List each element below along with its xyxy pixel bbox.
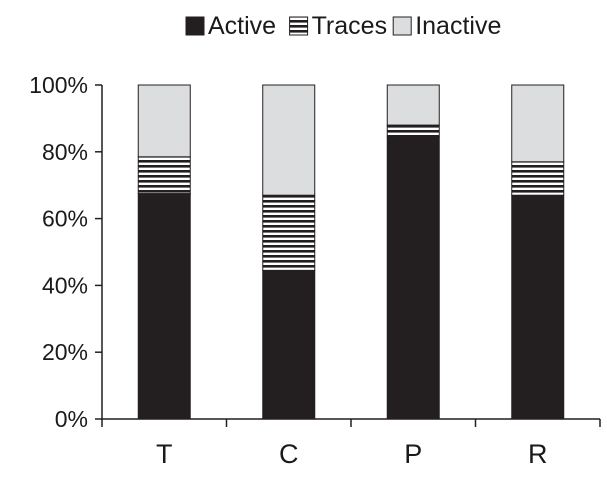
y-tick-label: 60% [42, 206, 88, 232]
legend-item-traces: Traces [289, 12, 387, 40]
x-category-label: R [528, 439, 548, 469]
y-tick-label: 80% [42, 139, 88, 165]
y-tick-label: 100% [29, 72, 88, 98]
bar-c-inactive [262, 84, 316, 196]
y-tick-label: 20% [42, 339, 88, 365]
bar-t-inactive [137, 84, 191, 158]
bar-c-active [262, 269, 316, 420]
legend-label-active: Active [208, 12, 276, 40]
bar-t-traces [137, 156, 191, 195]
legend-label-inactive: Inactive [415, 12, 501, 40]
bar-c-traces [262, 194, 316, 271]
bar-r-inactive [511, 84, 565, 163]
axes: 0% 20% 40% 60% 80% 100% T C P R [29, 72, 601, 469]
y-tick-label: 40% [42, 272, 88, 298]
legend-item-inactive: Inactive [392, 12, 501, 40]
x-category-label: P [404, 439, 422, 469]
x-category-label: C [279, 439, 299, 469]
bar-p-traces [386, 124, 440, 138]
bar-p-inactive [386, 84, 440, 126]
legend-swatch-inactive [392, 16, 412, 36]
legend-item-active: Active [185, 12, 276, 40]
bar-r-active [511, 194, 565, 420]
bar-r-traces [511, 161, 565, 196]
bar-p-active [386, 136, 440, 420]
legend-swatch-traces [289, 16, 309, 36]
legend: Active Traces Inactive [185, 12, 501, 40]
x-category-label: T [156, 439, 173, 469]
bar-t-active [137, 193, 191, 420]
bars [137, 84, 565, 420]
legend-swatch-active [185, 16, 205, 36]
y-tick-label: 0% [55, 406, 88, 432]
legend-label-traces: Traces [312, 12, 387, 40]
